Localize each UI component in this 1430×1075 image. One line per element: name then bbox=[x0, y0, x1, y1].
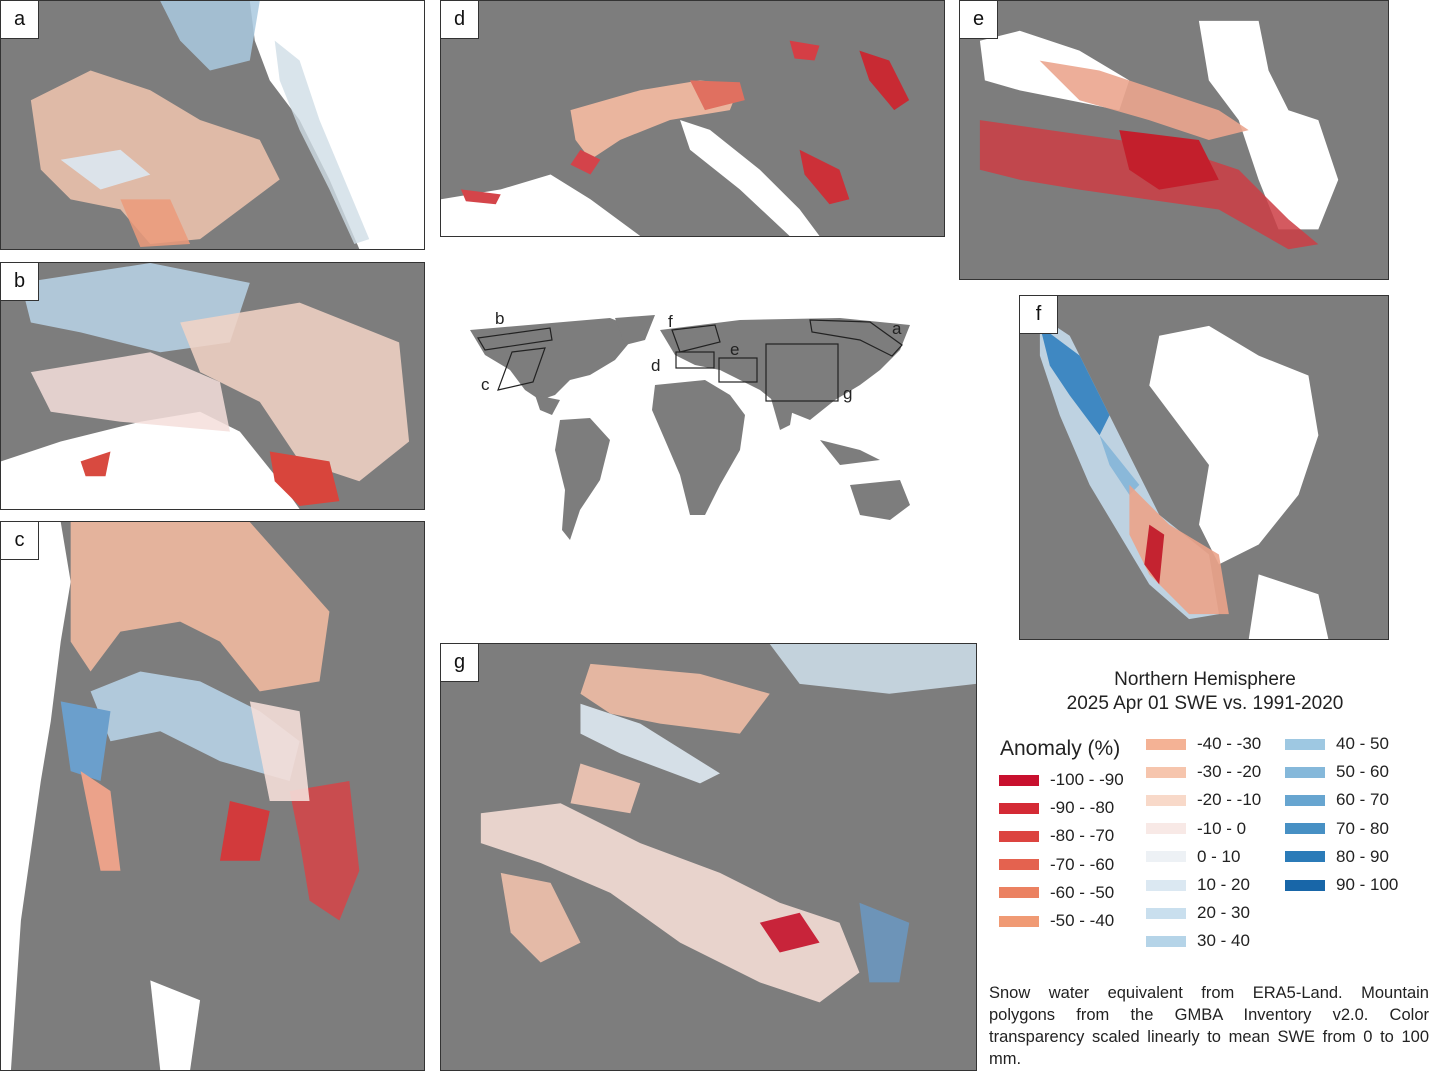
legend-label: 90 - 100 bbox=[1336, 875, 1399, 895]
legend-label: -30 - -20 bbox=[1197, 762, 1262, 782]
legend-swatch bbox=[1146, 879, 1186, 891]
legend-swatch bbox=[1285, 879, 1325, 891]
legend-swatch bbox=[1285, 738, 1325, 750]
legend-column-2: -40 - -30 -30 - -20 -20 - -10 -10 - 0 0 - 10… bbox=[1146, 730, 1261, 956]
legend-label: -70 - -60 bbox=[1050, 854, 1115, 874]
world-label-g: g bbox=[843, 384, 852, 403]
legend-label: 80 - 90 bbox=[1336, 846, 1389, 866]
legend-swatch bbox=[1146, 907, 1186, 919]
panel-e: e bbox=[959, 0, 1389, 280]
legend-item: 70 - 80 bbox=[1285, 815, 1398, 843]
world-label-f: f bbox=[668, 312, 673, 331]
legend-item: 20 - 30 bbox=[1146, 899, 1261, 927]
legend-swatch bbox=[1146, 738, 1186, 750]
world-label-b: b bbox=[495, 309, 504, 328]
legend-label: -50 - -40 bbox=[1050, 911, 1115, 931]
legend-swatch bbox=[1285, 851, 1325, 863]
panel-a-label: a bbox=[1, 1, 39, 39]
panel-d: d bbox=[440, 0, 945, 237]
panel-f-label: f bbox=[1020, 296, 1058, 334]
legend-swatch bbox=[1285, 823, 1325, 835]
legend-column-3: 40 - 50 50 - 60 60 - 70 70 - 80 80 - 90 90 - … bbox=[1285, 730, 1398, 899]
data-source-note: Snow water equivalent from ERA5-Land. Mo… bbox=[989, 984, 1429, 1068]
legend-label: 0 - 10 bbox=[1197, 846, 1241, 866]
panel-g: g bbox=[440, 643, 977, 1071]
legend-swatch bbox=[999, 774, 1039, 786]
legend-label: -40 - -30 bbox=[1197, 734, 1262, 754]
legend-label: -100 - -90 bbox=[1050, 770, 1124, 790]
legend-item: -20 - -10 bbox=[1146, 786, 1261, 814]
world-label-c: c bbox=[481, 375, 490, 394]
panel-e-label: e bbox=[960, 1, 998, 39]
legend-item: 80 - 90 bbox=[1285, 843, 1398, 871]
legend-label: -20 - -10 bbox=[1197, 790, 1262, 810]
legend-item: -60 - -50 bbox=[999, 879, 1124, 907]
panel-b: b bbox=[0, 262, 425, 510]
legend-label: -80 - -70 bbox=[1050, 826, 1115, 846]
panel-e-map bbox=[960, 1, 1388, 279]
legend-label: 60 - 70 bbox=[1336, 790, 1389, 810]
legend-swatch bbox=[999, 915, 1039, 927]
legend-item: 60 - 70 bbox=[1285, 786, 1398, 814]
legend-swatch bbox=[999, 802, 1039, 814]
legend-swatch bbox=[999, 859, 1039, 871]
legend-label: 20 - 30 bbox=[1197, 903, 1250, 923]
legend-item: -70 - -60 bbox=[999, 851, 1124, 879]
legend-item: -30 - -20 bbox=[1146, 758, 1261, 786]
legend-label: 70 - 80 bbox=[1336, 818, 1389, 838]
panel-d-map bbox=[441, 1, 944, 236]
panel-a: a bbox=[0, 0, 425, 250]
panel-c: c bbox=[0, 521, 425, 1071]
legend-label: 50 - 60 bbox=[1336, 762, 1389, 782]
panel-f-map bbox=[1020, 296, 1388, 639]
legend-swatch bbox=[1285, 794, 1325, 806]
panel-d-label: d bbox=[441, 1, 479, 39]
panel-f: f bbox=[1019, 295, 1389, 640]
legend-anomaly-title: Anomaly (%) bbox=[1000, 737, 1121, 760]
legend-item: 30 - 40 bbox=[1146, 927, 1261, 955]
world-label-e: e bbox=[730, 340, 739, 359]
panel-a-map bbox=[1, 1, 424, 249]
legend-item: 0 - 10 bbox=[1146, 843, 1261, 871]
legend-label: 40 - 50 bbox=[1336, 734, 1389, 754]
legend-swatch bbox=[1146, 851, 1186, 863]
legend-item: 50 - 60 bbox=[1285, 758, 1398, 786]
legend-swatch bbox=[1146, 766, 1186, 778]
legend-swatch bbox=[1146, 823, 1186, 835]
panel-c-map bbox=[1, 522, 424, 1070]
legend-swatch bbox=[999, 887, 1039, 899]
legend-title: Northern Hemisphere 2025 Apr 01 SWE vs. … bbox=[990, 668, 1420, 716]
legend-title-line1: Northern Hemisphere bbox=[1114, 669, 1296, 690]
legend-swatch bbox=[1146, 935, 1186, 947]
legend-label: 10 - 20 bbox=[1197, 875, 1250, 895]
panel-c-label: c bbox=[1, 522, 39, 560]
legend-item: -100 - -90 bbox=[999, 766, 1124, 794]
panel-g-label: g bbox=[441, 644, 479, 682]
legend-label: -60 - -50 bbox=[1050, 882, 1115, 902]
legend-column-1: -100 - -90 -90 - -80 -80 - -70 -70 - -60 -60… bbox=[999, 766, 1124, 935]
panel-g-map bbox=[441, 644, 976, 1070]
legend-item: -10 - 0 bbox=[1146, 815, 1261, 843]
panel-b-label: b bbox=[1, 263, 39, 301]
legend-item: 10 - 20 bbox=[1146, 871, 1261, 899]
legend-label: -10 - 0 bbox=[1197, 818, 1247, 838]
legend-label: 30 - 40 bbox=[1197, 931, 1250, 951]
world-overview-svg: a b c d e f g bbox=[470, 309, 910, 540]
legend-label: -90 - -80 bbox=[1050, 798, 1115, 818]
legend-swatch bbox=[1285, 766, 1325, 778]
legend-item: -90 - -80 bbox=[999, 794, 1124, 822]
world-overview-map: a b c d e f g bbox=[440, 300, 970, 590]
legend-title-line2: 2025 Apr 01 SWE vs. 1991-2020 bbox=[1066, 693, 1344, 714]
world-label-d: d bbox=[651, 356, 660, 375]
panel-b-map bbox=[1, 263, 424, 509]
world-label-a: a bbox=[892, 319, 902, 338]
legend-swatch bbox=[999, 830, 1039, 842]
legend-item: -50 - -40 bbox=[999, 907, 1124, 935]
legend-item: 90 - 100 bbox=[1285, 871, 1398, 899]
legend-item: -80 - -70 bbox=[999, 822, 1124, 850]
legend-item: 40 - 50 bbox=[1285, 730, 1398, 758]
legend-swatch bbox=[1146, 794, 1186, 806]
legend-item: -40 - -30 bbox=[1146, 730, 1261, 758]
